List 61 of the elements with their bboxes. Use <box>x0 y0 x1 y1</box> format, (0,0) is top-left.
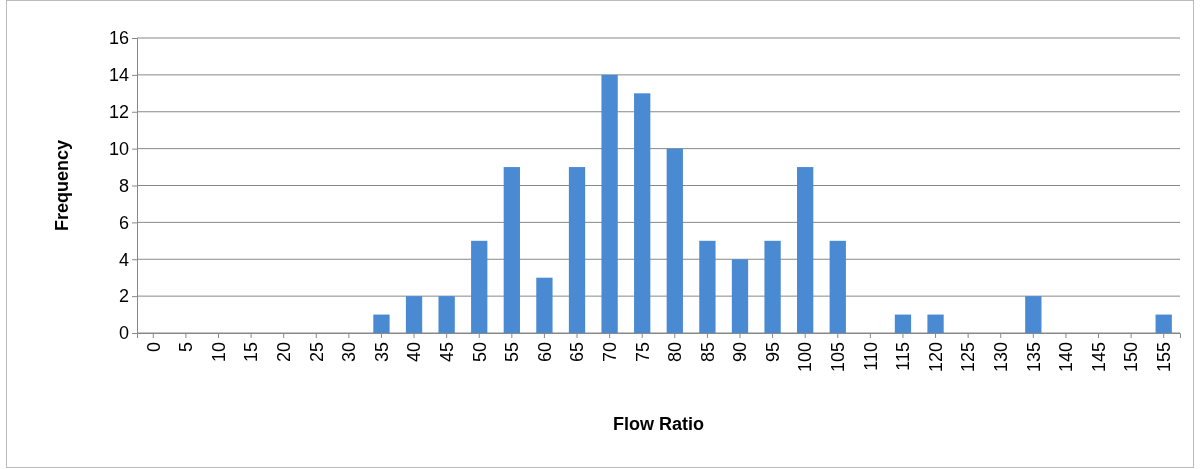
bar <box>731 259 749 333</box>
x-tick-label: 130 <box>991 342 1012 373</box>
x-tick-label: 85 <box>697 342 718 363</box>
bar <box>829 240 846 333</box>
bar <box>1155 314 1172 333</box>
x-tick-label: 75 <box>632 342 653 363</box>
bar <box>373 314 390 333</box>
y-tick-label: 10 <box>108 138 129 159</box>
bar <box>471 240 488 333</box>
x-tick-label: 120 <box>925 342 946 373</box>
y-tick-label: 8 <box>118 175 129 196</box>
x-tick-label: 105 <box>828 342 849 373</box>
y-tick-label: 4 <box>118 249 129 270</box>
x-tick-label: 0 <box>143 342 164 353</box>
x-tick-label: 15 <box>241 342 262 363</box>
x-tick-label: 140 <box>1056 342 1077 373</box>
bar <box>438 296 455 333</box>
x-tick-label: 155 <box>1154 342 1174 373</box>
x-tick-label: 55 <box>502 342 523 363</box>
x-tick-label: 25 <box>306 342 327 363</box>
x-axis-title: Flow Ratio <box>613 414 704 434</box>
x-tick-label: 110 <box>860 342 881 371</box>
bar <box>666 148 683 333</box>
bar <box>568 167 586 333</box>
x-tick-label: 145 <box>1088 342 1109 373</box>
x-tick-label: 115 <box>893 342 914 371</box>
x-tick-label: 35 <box>371 342 392 363</box>
bar <box>1025 296 1042 333</box>
bar <box>503 167 520 333</box>
bar <box>894 314 912 333</box>
x-tick-label: 30 <box>339 342 360 363</box>
x-tick-label: 90 <box>730 342 751 363</box>
bar <box>405 296 423 333</box>
x-tick-label: 50 <box>469 342 490 363</box>
bar <box>797 167 814 333</box>
x-tick-label: 125 <box>958 342 979 373</box>
x-tick-label: 95 <box>762 342 783 363</box>
x-tick-label: 40 <box>404 342 425 363</box>
x-tick-label: 100 <box>795 342 816 373</box>
x-tick-label: 65 <box>567 342 588 363</box>
x-tick-label: 45 <box>436 342 457 363</box>
x-tick-label: 150 <box>1121 342 1142 373</box>
bar <box>601 74 618 333</box>
bar <box>634 93 651 333</box>
y-tick-label: 16 <box>108 28 129 49</box>
bar <box>699 240 716 333</box>
x-tick-label: 135 <box>1023 342 1044 373</box>
x-tick-label: 60 <box>534 342 555 363</box>
bar <box>536 277 553 333</box>
x-tick-label: 5 <box>176 342 197 353</box>
y-axis-title: Frequency <box>52 139 72 232</box>
x-tick-label: 80 <box>665 342 686 363</box>
x-tick-label: 70 <box>599 342 620 363</box>
y-tick-label: 12 <box>108 102 129 123</box>
y-tick-label: 6 <box>118 212 129 233</box>
x-tick-label: 10 <box>208 342 229 363</box>
bar <box>764 240 781 333</box>
y-tick-label: 2 <box>118 286 129 307</box>
x-tick-label: 20 <box>273 342 294 363</box>
y-tick-label: 14 <box>108 65 129 86</box>
bar <box>927 314 944 333</box>
